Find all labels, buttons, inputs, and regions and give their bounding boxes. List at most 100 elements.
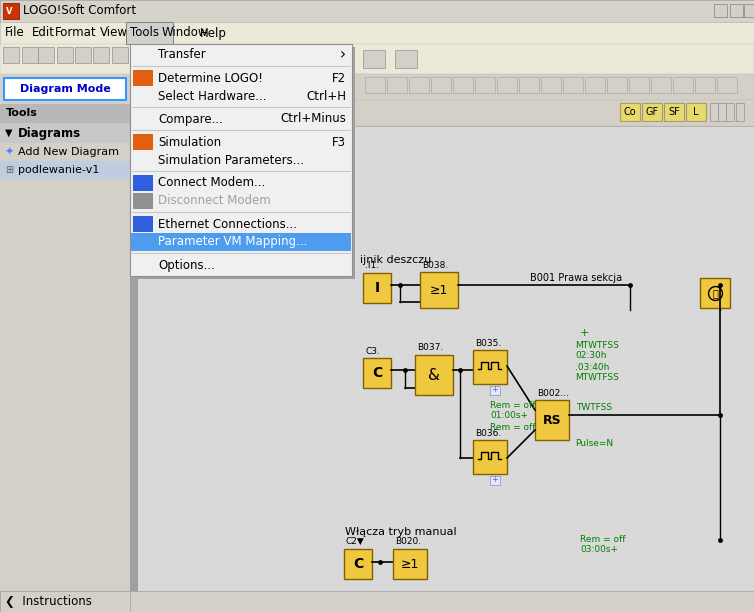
Text: MTWTFSS: MTWTFSS: [575, 340, 619, 349]
Bar: [744, 4, 754, 17]
Bar: [535, 400, 569, 440]
Bar: [409, 77, 429, 93]
Text: +: +: [580, 328, 590, 338]
Bar: [473, 350, 507, 384]
Bar: [710, 103, 718, 121]
Bar: [607, 77, 627, 93]
Bar: [490, 386, 500, 395]
Text: Diagrams: Diagrams: [18, 127, 81, 140]
Text: B035.: B035.: [475, 338, 501, 348]
Bar: [138, 100, 754, 126]
Text: 03:00s+: 03:00s+: [580, 545, 618, 554]
Text: Co: Co: [624, 107, 636, 117]
Text: TWTFSS: TWTFSS: [576, 403, 612, 412]
Bar: [0, 161, 130, 179]
Text: B037.: B037.: [417, 343, 443, 353]
Bar: [0, 123, 130, 143]
Bar: [0, 44, 754, 74]
Bar: [673, 77, 693, 93]
Text: Determine LOGO!: Determine LOGO!: [158, 72, 263, 84]
Bar: [420, 272, 458, 308]
Bar: [497, 77, 517, 93]
Text: Tools: Tools: [130, 26, 159, 40]
Text: B036.: B036.: [475, 428, 501, 438]
Bar: [714, 4, 727, 17]
Text: Rem = off: Rem = off: [490, 424, 535, 433]
Text: File: File: [5, 26, 25, 40]
Bar: [730, 4, 743, 17]
Bar: [0, 74, 130, 612]
Bar: [395, 50, 417, 68]
Bar: [138, 74, 754, 126]
Text: F2: F2: [332, 72, 346, 84]
Text: B001 Prawa sekcja: B001 Prawa sekcja: [530, 273, 622, 283]
Text: Pulse=N: Pulse=N: [575, 439, 613, 447]
Text: Ctrl+H: Ctrl+H: [306, 89, 346, 102]
Text: ›: ›: [340, 48, 346, 62]
Bar: [363, 358, 391, 388]
Text: C: C: [353, 557, 363, 571]
Bar: [126, 22, 173, 44]
Text: Select Hardware...: Select Hardware...: [158, 89, 266, 102]
Bar: [642, 103, 662, 121]
Text: V: V: [6, 7, 13, 15]
Bar: [57, 47, 73, 63]
Bar: [131, 233, 351, 251]
Bar: [415, 355, 453, 395]
Text: B020.: B020.: [395, 537, 421, 545]
Bar: [0, 22, 754, 44]
Bar: [473, 440, 507, 474]
Text: Help: Help: [200, 26, 227, 40]
Text: ⌚: ⌚: [712, 288, 718, 298]
Bar: [541, 77, 561, 93]
Bar: [363, 273, 391, 303]
Bar: [133, 70, 153, 86]
Bar: [387, 77, 407, 93]
Text: Compare...: Compare...: [158, 113, 223, 125]
Text: ▼: ▼: [5, 128, 13, 138]
Text: Diagram Mode: Diagram Mode: [20, 84, 110, 94]
Text: 02:30h: 02:30h: [575, 351, 606, 360]
Text: RS: RS: [543, 414, 561, 427]
Bar: [393, 549, 427, 579]
Text: C: C: [372, 366, 382, 380]
Bar: [585, 77, 605, 93]
Text: Edit: Edit: [32, 26, 55, 40]
Bar: [75, 47, 91, 63]
Bar: [363, 50, 385, 68]
Bar: [620, 103, 640, 121]
Bar: [700, 278, 730, 308]
Text: B038.: B038.: [422, 261, 448, 269]
Text: MTWTFSS: MTWTFSS: [575, 373, 619, 382]
Text: GF: GF: [645, 107, 658, 117]
Text: Connect Modem...: Connect Modem...: [158, 176, 265, 190]
Text: Transfer: Transfer: [158, 48, 206, 61]
Text: +: +: [492, 386, 498, 395]
Text: C2▼: C2▼: [345, 537, 363, 545]
Bar: [563, 77, 583, 93]
Bar: [133, 216, 153, 232]
Bar: [130, 74, 138, 612]
Text: Disconnect Modem: Disconnect Modem: [158, 195, 271, 207]
Bar: [344, 549, 372, 579]
Text: Add New Diagram: Add New Diagram: [18, 147, 119, 157]
Text: L: L: [693, 107, 699, 117]
Bar: [453, 77, 473, 93]
Text: C3.: C3.: [365, 346, 380, 356]
Text: LOGO!Soft Comfort: LOGO!Soft Comfort: [23, 4, 136, 18]
Text: Window: Window: [162, 26, 209, 40]
Bar: [133, 134, 153, 150]
Bar: [686, 103, 706, 121]
Text: Rem = off: Rem = off: [580, 534, 626, 543]
Bar: [0, 591, 754, 612]
Text: Simulation: Simulation: [158, 135, 221, 149]
Bar: [726, 103, 734, 121]
Bar: [695, 77, 715, 93]
Text: Tools: Tools: [6, 108, 38, 118]
Text: ijnik deszczu: ijnik deszczu: [360, 255, 431, 265]
Text: Włącza tryb manual: Włącza tryb manual: [345, 527, 457, 537]
Bar: [22, 47, 38, 63]
Text: F3: F3: [332, 135, 346, 149]
Text: ⊞: ⊞: [5, 165, 13, 175]
Text: ≥1: ≥1: [430, 283, 448, 296]
